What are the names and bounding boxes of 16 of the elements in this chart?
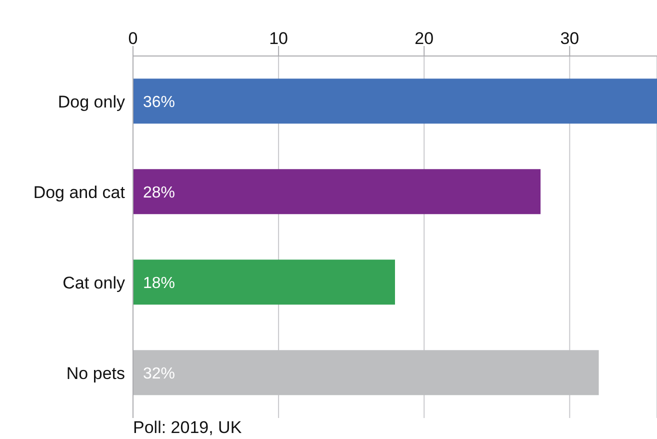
bar — [133, 78, 657, 124]
y-tick-label: Dog only — [58, 92, 126, 112]
x-tick-label: 10 — [269, 29, 288, 48]
bar — [133, 260, 395, 305]
x-tick-label: 30 — [560, 29, 580, 48]
data-label: 28% — [143, 184, 176, 202]
x-tick-label: 20 — [414, 29, 434, 48]
bar — [133, 169, 541, 214]
y-tick-label: Dog and cat — [33, 182, 126, 202]
data-label: 32% — [143, 365, 176, 382]
annotation: Poll: 2019, UK — [133, 418, 242, 438]
data-label: 36% — [143, 94, 176, 111]
data-label: 18% — [143, 274, 176, 292]
y-tick-label: Cat only — [62, 273, 126, 292]
y-tick-label: No pets — [66, 364, 125, 383]
x-tick-label: 0 — [128, 29, 138, 48]
